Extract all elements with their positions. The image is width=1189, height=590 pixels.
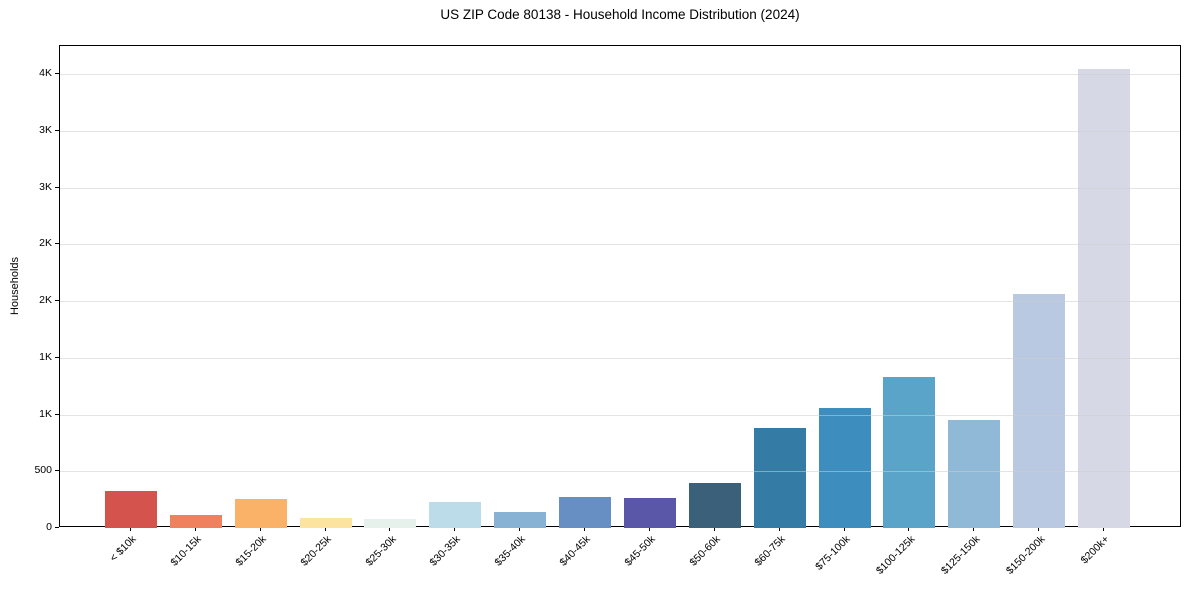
gridline: [60, 187, 1180, 189]
x-tick-label: $25-30k: [362, 533, 399, 569]
x-tick-mark: [908, 527, 910, 531]
gridline: [60, 414, 1180, 416]
bar-1: [105, 491, 157, 528]
x-tick-mark: [259, 527, 261, 531]
x-tick-label: $20-25k: [298, 533, 334, 569]
x-tick-mark: [973, 527, 975, 531]
x-tick-label: $125-150k: [938, 533, 983, 577]
y-tick-mark: [55, 243, 59, 245]
x-tick-mark: [1038, 527, 1040, 531]
gridline: [60, 131, 1180, 133]
y-tick-mark: [55, 73, 59, 75]
x-tick-label: $15-20k: [233, 533, 269, 569]
y-axis-label: Households: [9, 256, 21, 316]
x-tick-mark: [648, 527, 650, 531]
y-tick-label: 2K: [39, 293, 52, 306]
y-tick-label: 3K: [39, 123, 52, 136]
bar-2: [169, 514, 222, 528]
x-tick-mark: [454, 527, 456, 531]
x-tick-label: $200k+: [1078, 533, 1112, 567]
y-tick-label: 500: [34, 464, 52, 477]
bar-14: [948, 420, 1001, 528]
x-tick-mark: [194, 527, 196, 531]
bar-9: [623, 497, 676, 528]
bar-7: [494, 512, 547, 528]
bar-12: [818, 407, 871, 528]
x-tick-mark: [1103, 527, 1105, 531]
y-tick-mark: [55, 413, 59, 415]
y-tick-mark: [55, 186, 59, 188]
x-tick-mark: [130, 527, 131, 531]
bar-6: [429, 501, 482, 528]
y-tick-label: 1K: [39, 350, 52, 363]
bar-8: [559, 497, 612, 528]
x-tick-label: $60-75k: [752, 533, 788, 569]
y-tick-label: 1K: [39, 407, 52, 420]
chart-title: US ZIP Code 80138 - Household Income Dis…: [440, 7, 800, 22]
bar-15: [1013, 294, 1066, 528]
x-tick-label: $150-200k: [1003, 533, 1047, 577]
x-tick-mark: [324, 527, 326, 531]
bar-13: [883, 377, 936, 528]
y-tick-mark: [55, 356, 59, 358]
x-tick-mark: [389, 527, 391, 531]
y-tick-mark: [55, 527, 59, 528]
x-tick-label: $45-50k: [622, 533, 658, 569]
gridline: [60, 244, 1180, 246]
bar-11: [753, 428, 806, 528]
y-tick-label: 3K: [39, 180, 52, 193]
x-tick-label: $35-40k: [492, 533, 528, 569]
y-tick-mark: [55, 470, 59, 472]
y-tick-label: 4K: [39, 67, 52, 80]
bar-4: [299, 518, 352, 528]
x-tick-label: $75-100k: [812, 533, 853, 573]
x-tick-label: $40-45k: [557, 533, 593, 569]
gridline: [60, 74, 1180, 76]
x-tick-label: $100-125k: [873, 533, 918, 577]
y-tick-label: 2K: [39, 237, 52, 250]
y-tick-label: 0: [46, 520, 52, 533]
gridline: [60, 357, 1180, 359]
x-tick-label: $30-35k: [427, 533, 464, 569]
bar-3: [234, 499, 287, 528]
x-tick-mark: [713, 527, 715, 531]
plot-area: [59, 45, 1181, 528]
x-tick-label: $10-15k: [168, 533, 204, 569]
gridline: [60, 301, 1180, 303]
x-tick-mark: [778, 527, 780, 531]
x-tick-label: $50-60k: [687, 533, 723, 569]
x-tick-mark: [519, 527, 521, 531]
gridline: [60, 471, 1180, 473]
y-tick-mark: [55, 300, 59, 302]
x-tick-label: < $10k: [107, 533, 139, 565]
bar-10: [688, 483, 741, 528]
x-tick-mark: [843, 527, 845, 531]
x-tick-mark: [584, 527, 586, 531]
bar-5: [364, 519, 417, 528]
bar-16: [1078, 68, 1131, 528]
y-tick-mark: [55, 130, 59, 132]
